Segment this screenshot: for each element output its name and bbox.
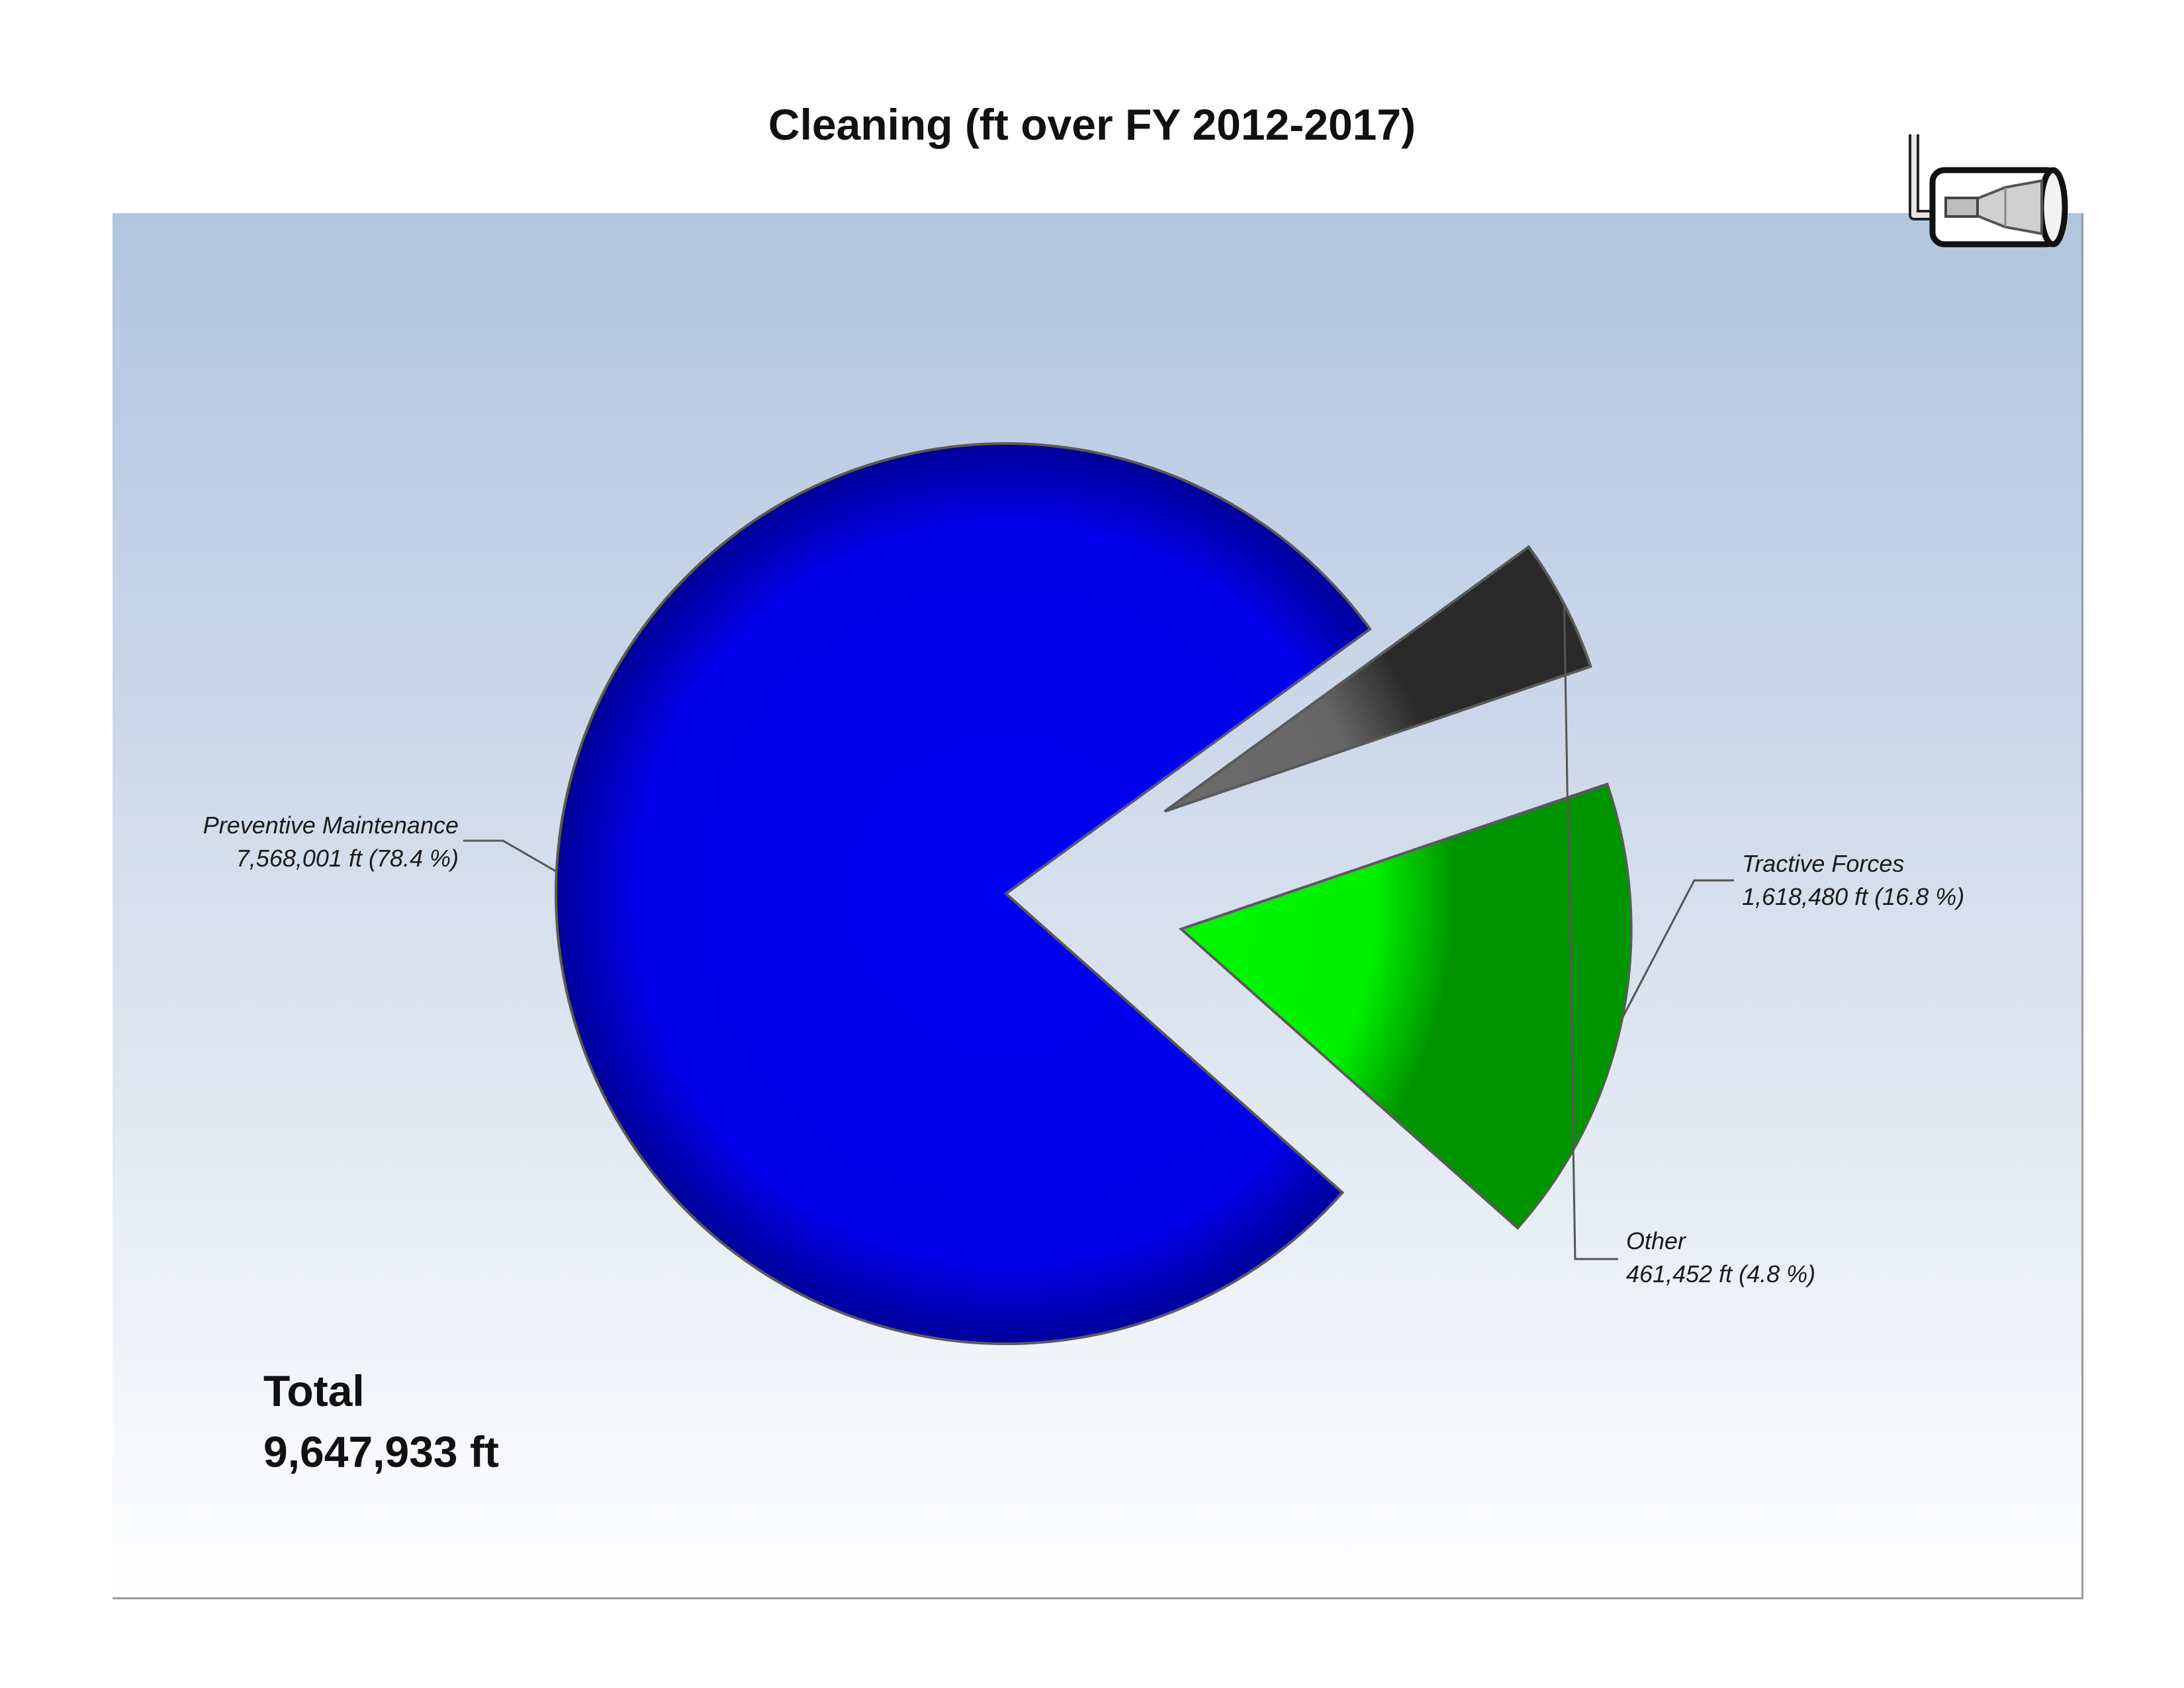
slice-label-other: Other 461,452 ft (4.8 %) — [1626, 1225, 1815, 1291]
slice-name: Preventive Maintenance — [203, 812, 459, 839]
slice-name: Tractive Forces — [1742, 850, 1905, 877]
leader-line-tractive-forces — [1621, 879, 1734, 1019]
total-label: Total — [263, 1366, 365, 1415]
total-summary: Total 9,647,933 ft — [263, 1360, 499, 1482]
chart-title: Cleaning (ft over FY 2012-2017) — [768, 100, 1416, 149]
slice-label-tractive-forces: Tractive Forces 1,618,480 ft (16.8 %) — [1742, 847, 1964, 914]
pie-slice-other — [1163, 545, 1593, 813]
leader-line-preventive-maintenance — [463, 839, 557, 873]
pie-slice-tractive-forces — [1178, 782, 1633, 1230]
slice-label-preventive-maintenance: Preventive Maintenance 7,568,001 ft (78.… — [203, 809, 459, 875]
pie-slice-preventive-maintenance — [554, 442, 1372, 1345]
slice-name: Other — [1626, 1227, 1686, 1254]
plot-area — [113, 213, 2083, 1599]
slice-value: 1,618,480 ft (16.8 %) — [1742, 883, 1965, 910]
leader-line-other — [1563, 604, 1618, 1260]
total-value: 9,647,933 ft — [263, 1427, 499, 1476]
slice-value: 461,452 ft (4.8 %) — [1626, 1260, 1816, 1288]
pipe-camera-icon — [1909, 134, 2068, 248]
slice-value: 7,568,001 ft (78.4 %) — [236, 845, 459, 872]
